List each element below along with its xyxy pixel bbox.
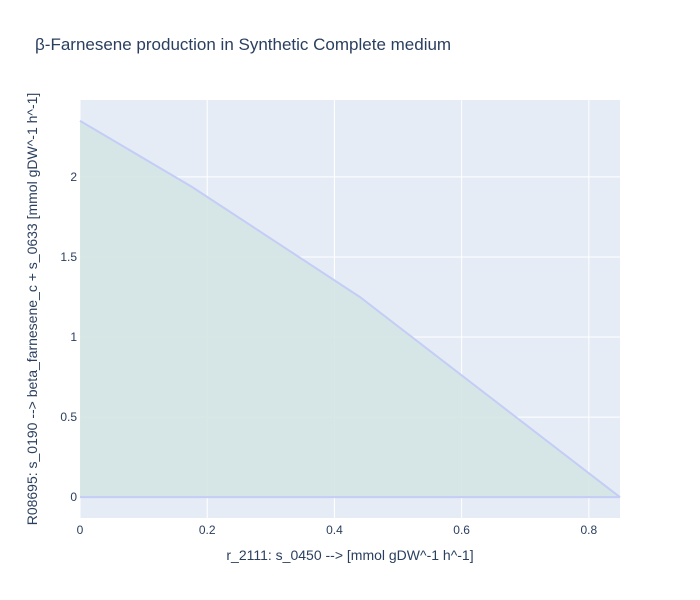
y-tick-label: 1.5 (60, 250, 77, 264)
x-tick-label: 0.8 (580, 523, 597, 537)
y-tick-label: 2 (70, 170, 77, 184)
y-tick-label: 0 (70, 490, 77, 504)
y-axis-title: R08695: s_0190 --> beta_farnesene_c + s_… (24, 93, 40, 526)
area-fill (80, 120, 620, 498)
x-tick-label: 0.6 (453, 523, 470, 537)
x-tick-label: 0.4 (326, 523, 343, 537)
x-tick-label: 0 (77, 523, 84, 537)
chart-title: β-Farnesene production in Synthetic Comp… (35, 35, 451, 54)
upper-bound-line (79, 119, 621, 498)
y-axis-ticks: 0 0.5 1 1.5 2 (60, 170, 77, 504)
x-tick-label: 0.2 (199, 523, 216, 537)
y-tick-label: 0.5 (60, 410, 77, 424)
series-area (80, 120, 620, 498)
x-axis-ticks: 0 0.2 0.4 0.6 0.8 (77, 523, 598, 537)
x-axis-title: r_2111: s_0450 --> [mmol gDW^-1 h^-1] (226, 547, 473, 563)
series-lines (79, 119, 621, 499)
y-tick-label: 1 (70, 330, 77, 344)
